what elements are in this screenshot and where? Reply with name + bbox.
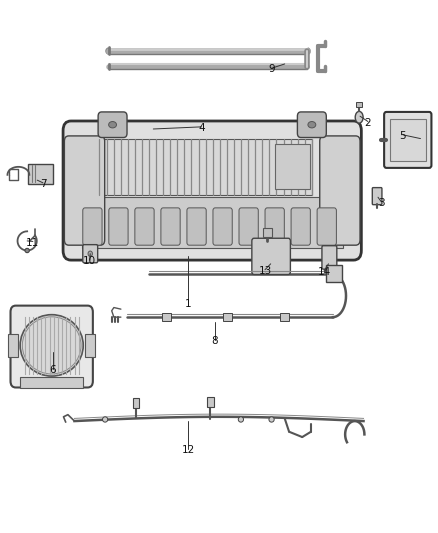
FancyBboxPatch shape: [64, 136, 105, 245]
FancyBboxPatch shape: [239, 208, 258, 245]
Ellipse shape: [308, 122, 316, 128]
Text: 3: 3: [378, 198, 385, 207]
Text: 12: 12: [182, 446, 195, 455]
Ellipse shape: [238, 417, 244, 422]
Ellipse shape: [355, 111, 363, 123]
FancyBboxPatch shape: [135, 208, 154, 245]
Ellipse shape: [88, 251, 92, 256]
FancyBboxPatch shape: [297, 112, 326, 138]
Bar: [390, 119, 426, 161]
Bar: [275, 144, 310, 189]
Text: 11: 11: [26, 238, 39, 247]
FancyBboxPatch shape: [109, 208, 128, 245]
FancyBboxPatch shape: [384, 112, 431, 168]
Bar: [8, 334, 18, 357]
Bar: [223, 313, 232, 321]
FancyBboxPatch shape: [265, 208, 284, 245]
FancyBboxPatch shape: [187, 208, 206, 245]
Text: 4: 4: [198, 123, 205, 133]
FancyBboxPatch shape: [161, 208, 180, 245]
Text: 14: 14: [318, 267, 331, 277]
Ellipse shape: [269, 417, 274, 422]
Text: 7: 7: [39, 179, 46, 189]
Text: 2: 2: [364, 118, 371, 127]
Bar: [28, 164, 53, 184]
Ellipse shape: [102, 417, 108, 422]
Bar: [20, 377, 83, 388]
Bar: [162, 313, 171, 321]
Bar: [356, 102, 362, 107]
FancyBboxPatch shape: [98, 112, 127, 138]
FancyBboxPatch shape: [213, 208, 232, 245]
FancyBboxPatch shape: [252, 238, 290, 274]
Text: 5: 5: [399, 131, 406, 141]
Text: 9: 9: [268, 64, 275, 74]
FancyBboxPatch shape: [83, 208, 102, 245]
FancyBboxPatch shape: [320, 136, 360, 245]
FancyBboxPatch shape: [317, 208, 336, 245]
FancyBboxPatch shape: [83, 245, 98, 263]
Text: 10: 10: [83, 256, 96, 266]
Bar: [85, 334, 95, 357]
FancyBboxPatch shape: [63, 121, 361, 260]
FancyBboxPatch shape: [11, 305, 93, 387]
Bar: [99, 139, 312, 195]
Ellipse shape: [109, 122, 117, 128]
Bar: [207, 397, 214, 407]
Text: 1: 1: [185, 299, 192, 309]
Bar: [326, 265, 342, 282]
Text: 8: 8: [211, 336, 218, 346]
Ellipse shape: [20, 314, 83, 376]
Ellipse shape: [25, 248, 29, 253]
FancyBboxPatch shape: [291, 208, 311, 245]
Bar: [133, 398, 139, 408]
Text: 6: 6: [49, 366, 56, 375]
FancyBboxPatch shape: [372, 188, 382, 205]
Bar: [280, 313, 289, 321]
Bar: [82, 197, 343, 248]
Text: 13: 13: [258, 266, 272, 276]
FancyBboxPatch shape: [322, 246, 337, 269]
Bar: [263, 228, 272, 237]
